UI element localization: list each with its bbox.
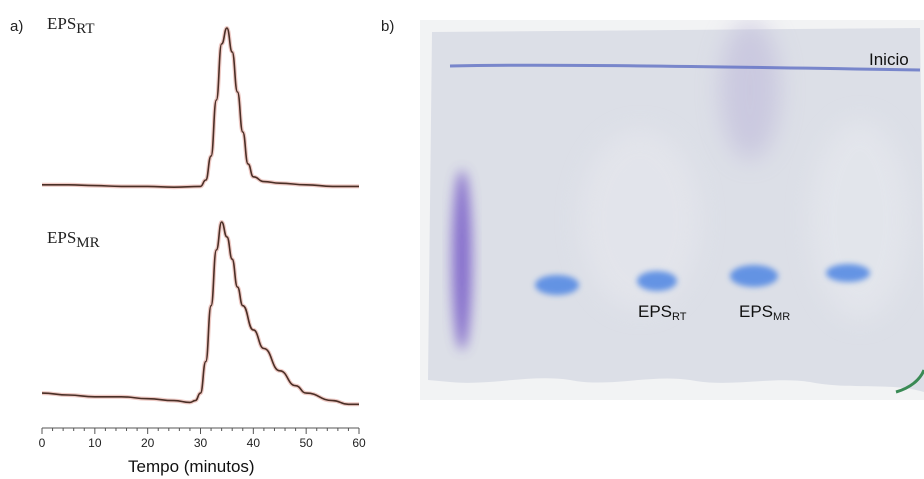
marker-smear bbox=[452, 170, 472, 350]
gel-spot-1 bbox=[535, 275, 579, 295]
x-tick-label: 20 bbox=[141, 436, 155, 450]
origin-line bbox=[449, 63, 921, 72]
series-halo-rt bbox=[42, 25, 359, 190]
x-tick-label: 30 bbox=[194, 436, 208, 450]
x-tick-label: 50 bbox=[299, 436, 313, 450]
series-label-rt: EPSRT bbox=[47, 14, 95, 37]
x-axis: 0 10 20 30 40 50 60 bbox=[39, 427, 366, 450]
gel-lane-label-rt: EPSRT bbox=[638, 302, 687, 323]
tlc-gel-image: Inicio EPSRT EPSMR bbox=[420, 20, 924, 400]
gel-drawing bbox=[420, 20, 924, 400]
panel-b-label: b) bbox=[381, 18, 395, 35]
gel-lane-label-mr: EPSMR bbox=[739, 302, 791, 323]
panel-a-label: a) bbox=[10, 18, 24, 35]
series-group bbox=[41, 25, 359, 407]
x-axis-title: Tempo (minutos) bbox=[128, 457, 255, 476]
series-line-mr bbox=[41, 221, 359, 406]
series-halo-mr bbox=[41, 219, 359, 407]
gel-spot-4 bbox=[826, 264, 870, 282]
x-tick-label: 40 bbox=[247, 436, 261, 450]
chromatogram-chart: 0 10 20 30 40 50 60 bbox=[39, 25, 366, 450]
x-tick-label: 60 bbox=[352, 436, 366, 450]
gel-spot-rt bbox=[637, 271, 677, 291]
gel-start-label: Inicio bbox=[869, 50, 909, 69]
x-tick-label: 0 bbox=[39, 436, 46, 450]
series-label-mr: EPSMR bbox=[47, 228, 100, 251]
x-tick-label: 10 bbox=[88, 436, 102, 450]
gel-spot-mr bbox=[730, 265, 778, 287]
series-line-rt bbox=[42, 27, 359, 188]
